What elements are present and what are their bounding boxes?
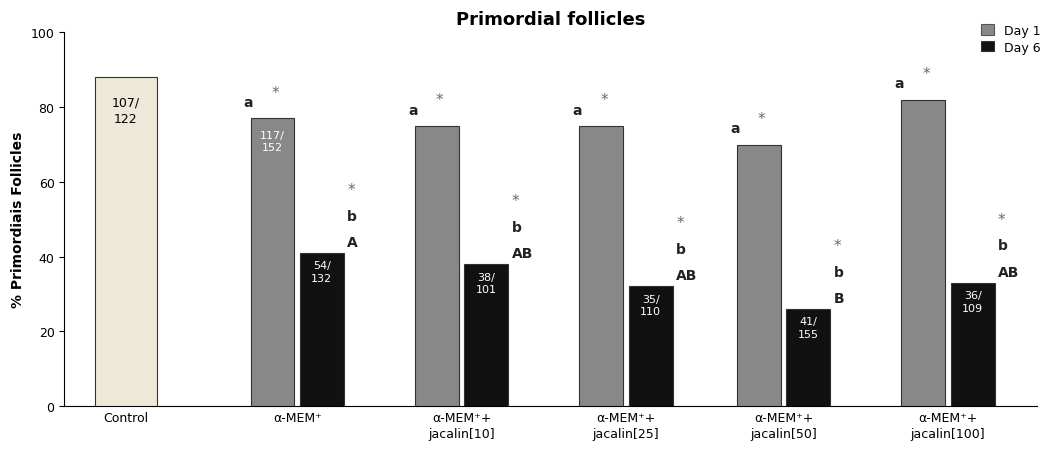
Legend: Day 1, Day 6: Day 1, Day 6 bbox=[982, 25, 1041, 55]
Bar bbox=[464, 264, 508, 406]
Text: *: * bbox=[834, 239, 841, 253]
Bar bbox=[737, 145, 781, 406]
Bar bbox=[901, 101, 945, 406]
Bar bbox=[580, 127, 624, 406]
Text: *: * bbox=[676, 216, 684, 231]
Text: *: * bbox=[272, 86, 279, 101]
Bar bbox=[96, 78, 156, 406]
Text: a: a bbox=[244, 96, 253, 110]
Text: AB: AB bbox=[676, 269, 697, 283]
Text: *: * bbox=[999, 212, 1006, 227]
Text: AB: AB bbox=[511, 246, 533, 260]
Text: 41/
155: 41/ 155 bbox=[798, 317, 819, 339]
Text: *: * bbox=[511, 193, 520, 209]
Bar bbox=[415, 127, 459, 406]
Y-axis label: % Primordiais Follicles: % Primordiais Follicles bbox=[12, 132, 25, 308]
Text: A: A bbox=[348, 235, 358, 249]
Text: b: b bbox=[511, 220, 522, 234]
Text: AB: AB bbox=[999, 265, 1020, 279]
Text: 38/
101: 38/ 101 bbox=[476, 272, 497, 295]
Text: *: * bbox=[348, 183, 355, 198]
Text: b: b bbox=[834, 265, 843, 279]
Bar bbox=[629, 287, 673, 406]
Text: a: a bbox=[730, 122, 739, 136]
Bar bbox=[950, 283, 994, 406]
Text: 36/
109: 36/ 109 bbox=[962, 290, 983, 313]
Text: a: a bbox=[408, 103, 418, 117]
Text: b: b bbox=[999, 239, 1008, 253]
Text: 107/
122: 107/ 122 bbox=[112, 97, 140, 126]
Text: 54/
132: 54/ 132 bbox=[311, 261, 333, 283]
Text: B: B bbox=[834, 291, 844, 305]
Bar bbox=[251, 119, 294, 406]
Text: b: b bbox=[348, 209, 357, 223]
Text: *: * bbox=[758, 111, 765, 127]
Bar bbox=[300, 253, 343, 406]
Text: 117/
152: 117/ 152 bbox=[260, 130, 285, 152]
Text: 35/
110: 35/ 110 bbox=[640, 295, 662, 317]
Text: *: * bbox=[601, 93, 608, 108]
Text: a: a bbox=[895, 77, 904, 91]
Text: a: a bbox=[572, 103, 582, 117]
Text: *: * bbox=[436, 93, 443, 108]
Text: *: * bbox=[922, 67, 930, 82]
Bar bbox=[786, 309, 831, 406]
Text: b: b bbox=[676, 243, 686, 257]
Title: Primordial follicles: Primordial follicles bbox=[456, 11, 646, 29]
